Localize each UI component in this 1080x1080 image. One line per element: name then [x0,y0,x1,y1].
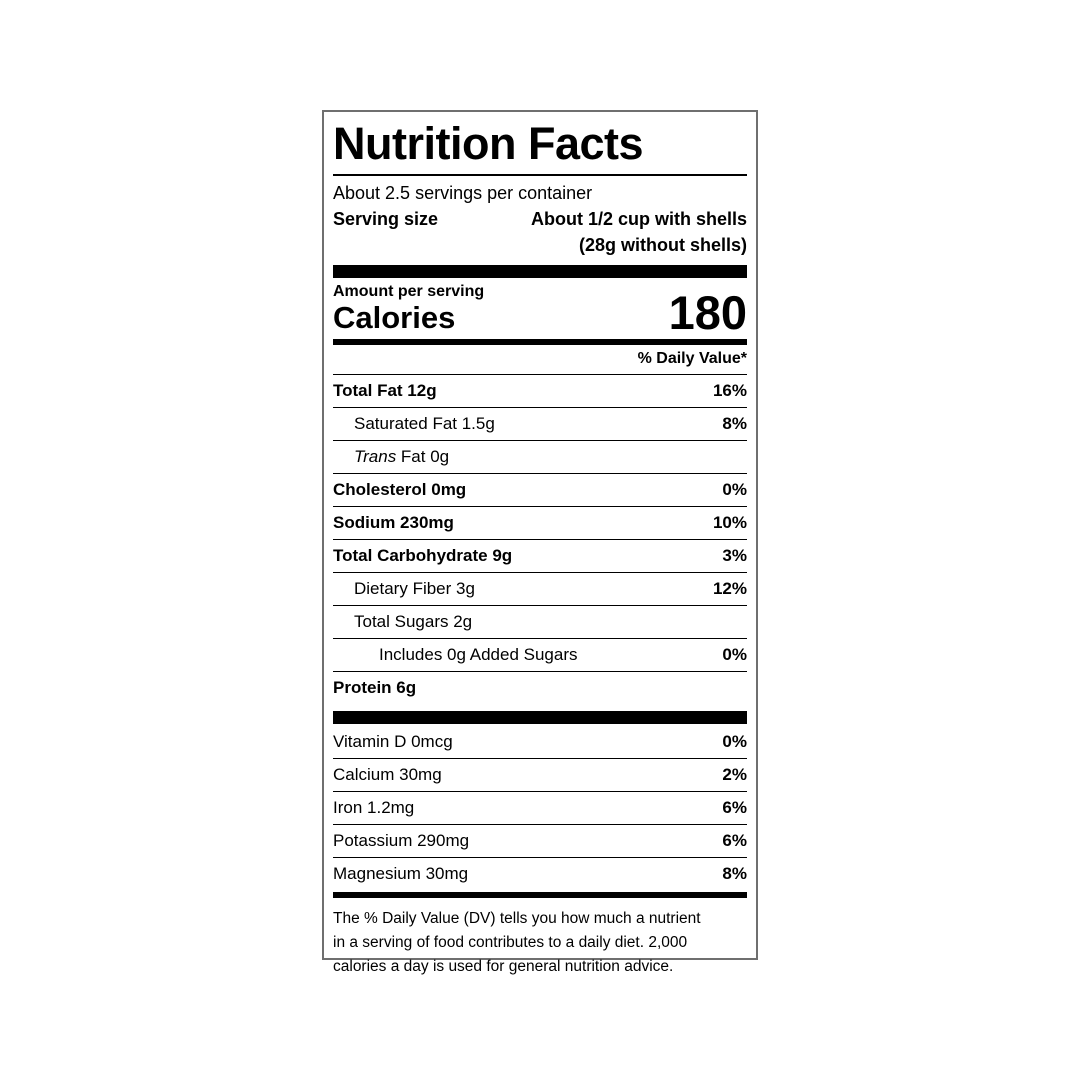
nutrient-daily-value: 3% [722,546,747,565]
nutrition-facts-label: Nutrition Facts About 2.5 servings per c… [322,110,758,975]
calories-label: Calories [333,300,456,335]
serving-size-value-line2: (28g without shells) [578,235,747,255]
nutrient-daily-value: 2% [722,765,747,784]
separator-bar-medium-footnote [333,892,747,898]
nutrient-name: Calcium 30mg [333,765,442,784]
vitamin-rows: Vitamin D 0mcg 0% Calcium 30mg 2% Iron 1.2mg… [333,724,747,890]
nutrient-name: Cholesterol 0mg [333,480,467,499]
nutrient-daily-value: 8% [722,414,747,433]
nutrient-name: Trans Fat 0g [354,447,450,466]
nutrient-name: Saturated Fat 1.5g [354,414,495,433]
nutrient-row: Total Sugars 2g [333,605,747,638]
footnote: The % Daily Value (DV) tells you how muc… [333,898,747,979]
nutrient-daily-value: 12% [712,579,747,598]
nutrient-row: Protein 6g [333,671,747,704]
nutrient-name: Vitamin D 0mcg [333,732,453,751]
nutrient-daily-value: 0% [722,645,747,664]
vitamin-row: Potassium 290mg 6% [333,824,747,857]
footnote-line: The % Daily Value (DV) tells you how muc… [333,910,701,927]
nutrient-daily-value: 10% [712,513,747,532]
nutrient-name: Dietary Fiber 3g [354,579,475,598]
nutrient-row: Dietary Fiber 3g 12% [333,572,747,605]
vitamin-row: Magnesium 30mg 8% [333,857,747,890]
calories-left-block: Amount per serving Calories [333,282,484,335]
nutrient-name: Total Carbohydrate 9g [333,546,513,565]
nutrient-name: Total Sugars 2g [354,612,473,631]
label-title: Nutrition Facts [333,118,644,169]
nutrient-row: Total Fat 12g 16% [333,374,747,407]
title-divider [333,174,747,176]
serving-size-value: About 1/2 cup with shells (28g without s… [531,206,747,258]
nutrient-name: Potassium 290mg [333,831,470,850]
separator-bar-medium-calories [333,339,747,345]
amount-per-serving-label: Amount per serving [333,283,485,300]
nutrient-name: Total Fat 12g [333,381,437,400]
vitamin-row: Calcium 30mg 2% [333,758,747,791]
serving-size-value-line1: About 1/2 cup with shells [530,209,747,229]
calories-section: Amount per serving Calories 180 [333,278,747,337]
calories-value: 180 [668,286,747,339]
nutrient-name: Iron 1.2mg [333,798,415,817]
daily-value-header: % Daily Value* [637,350,747,367]
nutrient-row: Saturated Fat 1.5g 8% [333,407,747,440]
nutrient-name: Magnesium 30mg [333,864,469,883]
nutrient-rows: Total Fat 12g 16% Saturated Fat 1.5g 8% Tran… [333,374,747,704]
nutrient-name: Sodium 230mg [333,513,454,532]
vitamin-row: Iron 1.2mg 6% [333,791,747,824]
separator-bar-thick-top [333,265,747,278]
nutrient-daily-value: 0% [722,480,747,499]
servings-per-container: About 2.5 servings per container [333,183,593,203]
nutrient-daily-value: 0% [722,732,747,751]
nutrient-row: Trans Fat 0g [333,440,747,473]
footnote-line: calories a day is used for general nutri… [333,958,674,975]
nutrient-row: Sodium 230mg 10% [333,506,747,539]
separator-bar-thick-bottom [333,711,747,724]
footnote-line: in a serving of food contributes to a da… [333,934,688,951]
nutrient-row: Cholesterol 0mg 0% [333,473,747,506]
nutrient-daily-value: 8% [722,864,747,883]
nutrient-name: Includes 0g Added Sugars [379,645,578,664]
nutrient-daily-value: 6% [722,831,747,850]
nutrient-name: Protein 6g [333,678,417,697]
serving-size-row: Serving size About 1/2 cup with shells (… [333,206,747,258]
nutrient-daily-value: 16% [712,381,747,400]
nutrient-daily-value: 6% [722,798,747,817]
nutrient-row: Total Carbohydrate 9g 3% [333,539,747,572]
nutrient-row: Includes 0g Added Sugars 0% [333,638,747,671]
vitamin-row: Vitamin D 0mcg 0% [333,724,747,758]
serving-size-label: Serving size [333,209,439,229]
